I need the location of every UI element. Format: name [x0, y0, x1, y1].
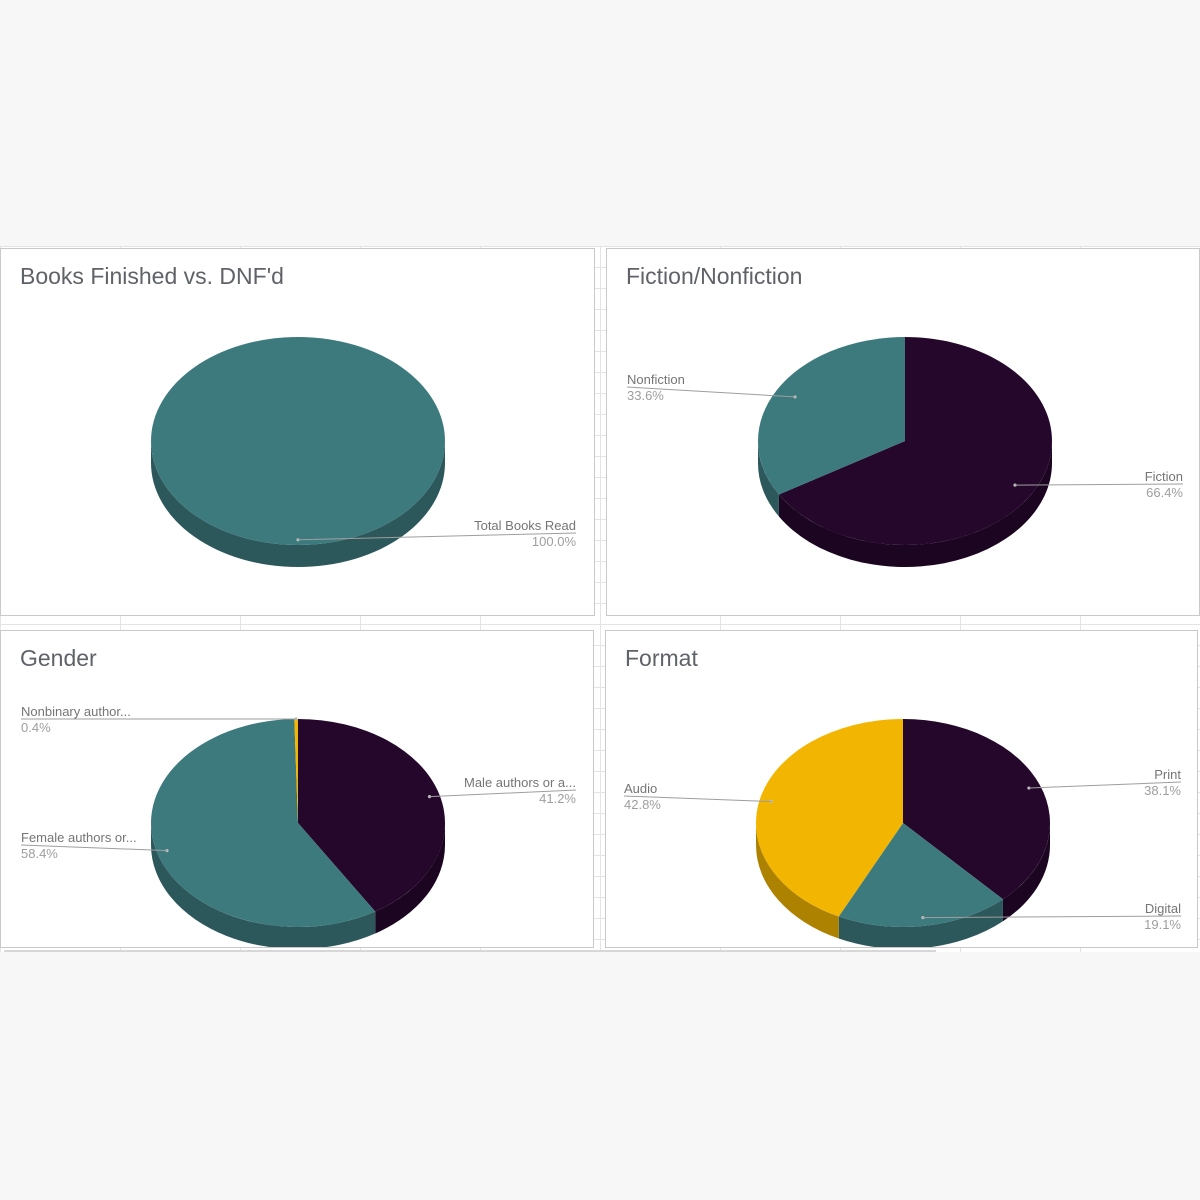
- leader-line: [297, 532, 577, 541]
- pie-side-walls: [756, 823, 1050, 947]
- pie-side-1: [151, 823, 376, 947]
- pie-slice-2[interactable]: [294, 719, 298, 823]
- slice-percent: 0.4%: [21, 720, 51, 735]
- leader-line: [623, 795, 772, 803]
- chart-title: Gender: [20, 645, 97, 671]
- pie-side-0: [1002, 823, 1050, 922]
- slice-label: Audio: [624, 781, 657, 796]
- pie-chart-svg: Male authors or a...41.2% Female authors …: [20, 704, 577, 947]
- leader-line: [922, 915, 1182, 919]
- slice-percent: 38.1%: [1144, 783, 1181, 798]
- slice-percent: 58.4%: [21, 846, 58, 861]
- pie-slice-1[interactable]: [151, 719, 376, 927]
- slice-label: Fiction: [1145, 469, 1183, 484]
- pie-side-walls: [758, 441, 1052, 567]
- slice-percent: 42.8%: [624, 797, 661, 812]
- leader-line: [1015, 483, 1184, 486]
- slice-label-group: Male authors or a...41.2%: [427, 775, 577, 806]
- slice-percent: 41.2%: [539, 791, 576, 806]
- slice-label-group: Female authors or...58.4%: [20, 830, 169, 861]
- slice-label: Female authors or...: [21, 830, 137, 845]
- leader-line: [429, 789, 577, 798]
- sheet-scrollbar-track: [4, 950, 936, 952]
- pie-side-0: [151, 441, 445, 567]
- leader-line: [20, 844, 167, 852]
- slice-label: Total Books Read: [474, 518, 576, 533]
- slice-percent: 33.6%: [627, 388, 664, 403]
- leader-line: [626, 386, 796, 398]
- pie-side-walls: [151, 823, 445, 947]
- chart-gender[interactable]: Gender Male authors or a... 41.2% Female a…: [0, 630, 594, 948]
- slice-label: Male authors or a...: [464, 775, 576, 790]
- pie-side-1: [758, 441, 779, 517]
- slice-label: Print: [1154, 767, 1181, 782]
- chart-title: Books Finished vs. DNF'd: [20, 263, 284, 289]
- pie-slice-0[interactable]: [298, 719, 445, 912]
- pie-side-2: [756, 823, 839, 939]
- pie-slice-0[interactable]: [778, 337, 1052, 545]
- slice-label: Digital: [1145, 901, 1181, 916]
- chart-fiction-nonfiction[interactable]: Fiction/Nonfiction Fiction 66.4% Nonfictio…: [606, 248, 1200, 616]
- chart-title: Format: [625, 645, 698, 671]
- pie-slice-2[interactable]: [756, 719, 903, 917]
- slice-percent: 19.1%: [1144, 917, 1181, 932]
- slice-percent: 100.0%: [532, 534, 577, 549]
- chart-title: Fiction/Nonfiction: [626, 263, 803, 289]
- pie-side-walls: [151, 441, 445, 567]
- pie-side-0: [778, 441, 1052, 567]
- chart-format[interactable]: Format Print 38.1% Digital 19.1% Audio 42.8%: [605, 630, 1198, 948]
- pie-slice-0[interactable]: [903, 719, 1050, 900]
- pie-side-1: [838, 899, 1003, 947]
- slice-label: Nonfiction: [627, 372, 685, 387]
- pie-side-0: [375, 823, 445, 934]
- leader-line: [1028, 781, 1182, 789]
- pie-slice-1[interactable]: [838, 823, 1003, 927]
- pie-slice-1[interactable]: [758, 337, 905, 495]
- chart-books-finished[interactable]: Books Finished vs. DNF'd Total Books Rea…: [0, 248, 595, 616]
- slice-percent: 66.4%: [1146, 485, 1183, 500]
- leader-dot: [1027, 786, 1031, 790]
- leader-dot: [427, 795, 432, 799]
- slice-label: Nonbinary author...: [21, 704, 131, 719]
- leader-dot: [921, 916, 925, 920]
- pie-slice-0[interactable]: [151, 337, 445, 545]
- slice-label-group: Nonbinary author...0.4%: [20, 704, 298, 735]
